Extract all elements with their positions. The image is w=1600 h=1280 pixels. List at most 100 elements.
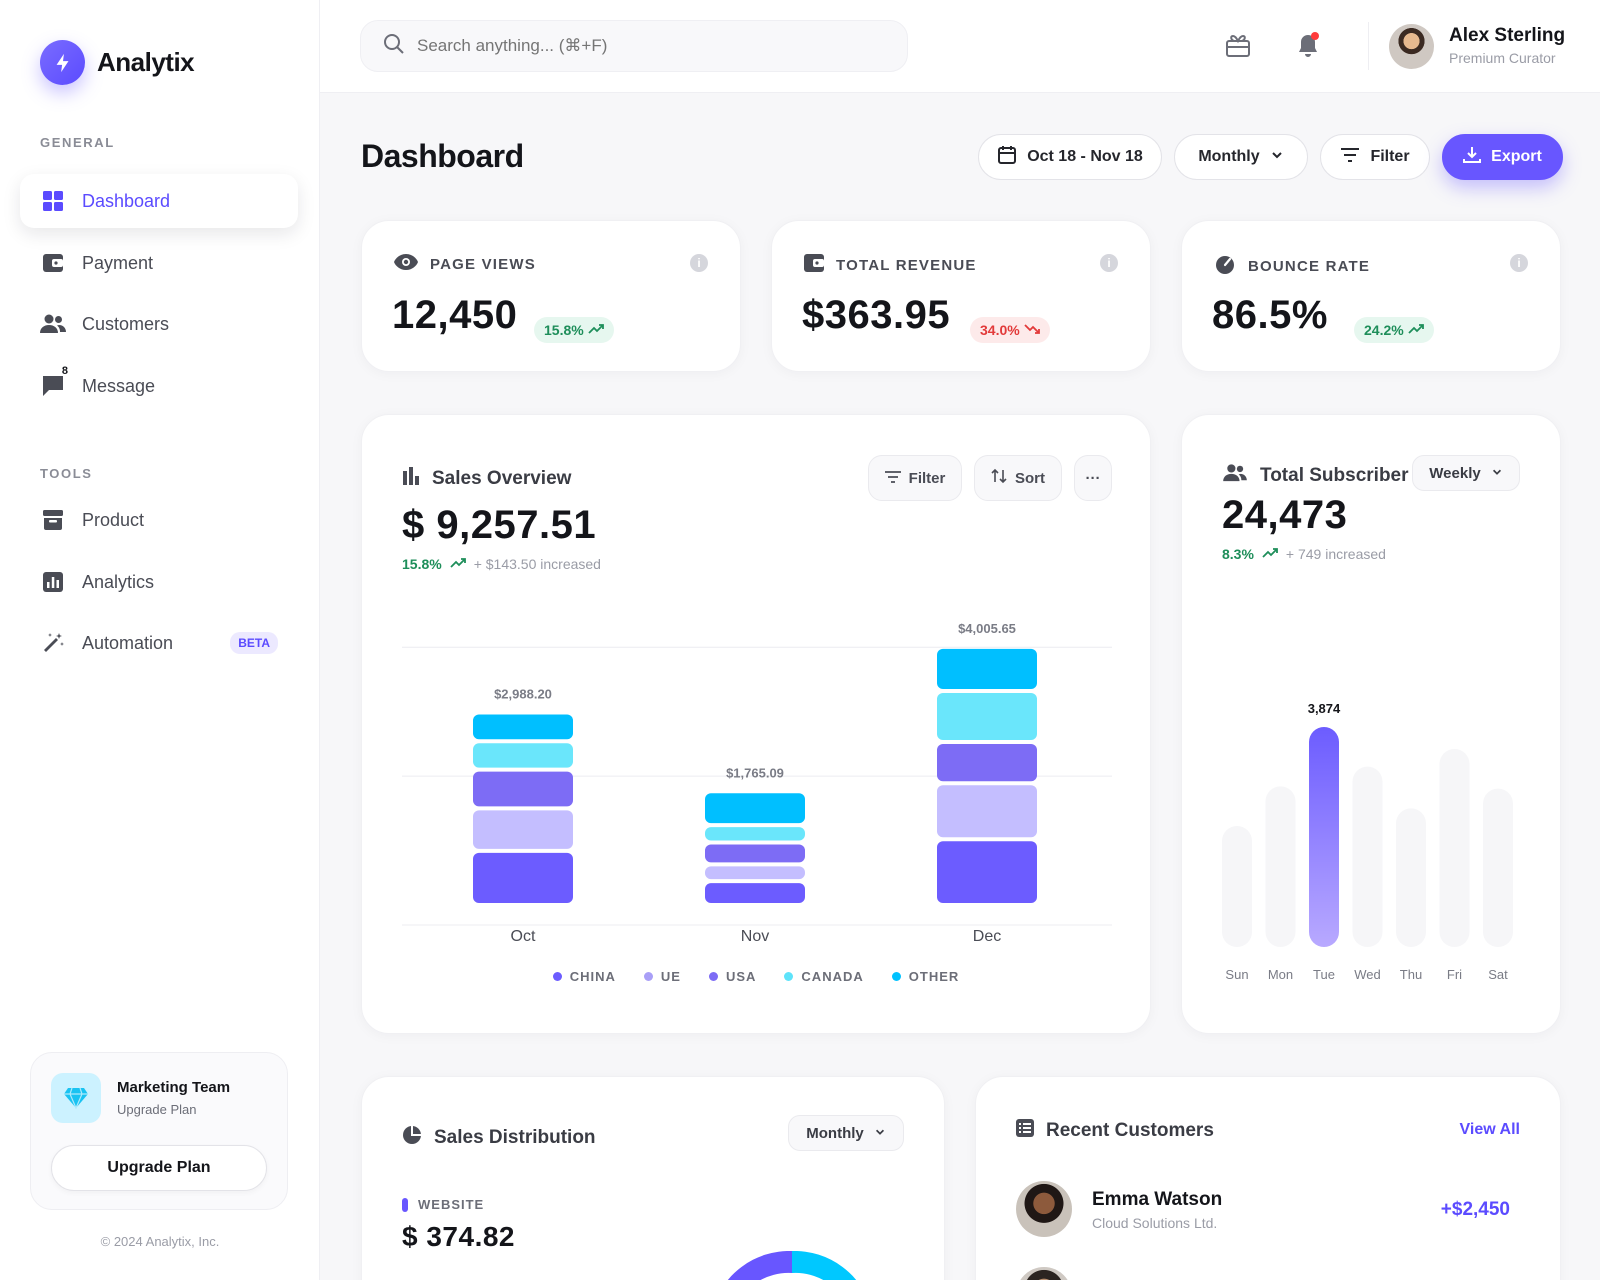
sidebar-item-dashboard[interactable]: Dashboard xyxy=(20,174,298,228)
period-dropdown[interactable]: Monthly xyxy=(788,1115,904,1151)
search-box[interactable] xyxy=(360,20,908,72)
subscriber-delta: 8.3% + 749 increased xyxy=(1222,546,1386,562)
x-tick-label: Thu xyxy=(1400,967,1422,982)
chart-legend: CHINA UE USA CANADA OTHER xyxy=(362,969,1150,984)
legend-item-canada[interactable]: CANADA xyxy=(784,969,863,984)
x-tick-label: Fri xyxy=(1447,967,1462,982)
stat-value: 12,450 xyxy=(392,293,518,337)
bar-segment-ue[interactable] xyxy=(473,810,573,849)
x-tick-label: Sat xyxy=(1488,967,1508,982)
change-badge: 15.8% xyxy=(534,317,614,343)
day-bar[interactable] xyxy=(1222,826,1252,947)
highlight-value-label: 3,874 xyxy=(1308,701,1341,716)
bar-segment-ue[interactable] xyxy=(937,785,1037,838)
sidebar-item-automation[interactable]: Automation BETA xyxy=(20,616,298,670)
chart-sort-button[interactable]: Sort xyxy=(974,455,1062,501)
change-value: 15.8% xyxy=(544,322,584,338)
sub-label-text: WEBSITE xyxy=(418,1197,485,1212)
filter-button[interactable]: Filter xyxy=(1320,134,1430,180)
sidebar-item-product[interactable]: Product xyxy=(20,493,298,547)
stat-label-text: BOUNCE RATE xyxy=(1248,257,1371,275)
x-tick-label: Sun xyxy=(1225,967,1248,982)
download-icon xyxy=(1463,146,1482,169)
legend-marker xyxy=(402,1197,408,1212)
bar-segment-usa[interactable] xyxy=(937,743,1037,782)
beta-badge: BETA xyxy=(230,632,278,654)
upgrade-plan-button[interactable]: Upgrade Plan xyxy=(51,1145,267,1191)
day-bar[interactable] xyxy=(1483,788,1513,947)
sidebar-item-message[interactable]: 8 Message xyxy=(20,359,298,413)
export-button[interactable]: Export xyxy=(1442,134,1563,180)
sidebar-item-payment[interactable]: Payment xyxy=(20,236,298,290)
period-dropdown[interactable]: Weekly xyxy=(1412,455,1520,491)
day-bar[interactable] xyxy=(1352,766,1383,947)
bar-segment-china[interactable] xyxy=(705,883,805,903)
bell-icon[interactable] xyxy=(1292,30,1324,62)
bar-segment-canada[interactable] xyxy=(705,827,805,841)
sidebar-item-customers[interactable]: Customers xyxy=(20,297,298,351)
bar-segment-usa[interactable] xyxy=(473,771,573,807)
sales-overview-card: Sales Overview Filter Sort ··· $ 9,257.5… xyxy=(361,414,1151,1034)
filter-label: Filter xyxy=(1370,148,1410,165)
bar-segment-other[interactable] xyxy=(473,714,573,740)
legend-item-other[interactable]: OTHER xyxy=(891,969,960,984)
donut-segment-website xyxy=(727,1251,792,1280)
legend-item-ue[interactable]: UE xyxy=(643,969,681,984)
card-title-text: Sales Distribution xyxy=(434,1127,596,1148)
bar-segment-ue[interactable] xyxy=(705,866,805,880)
search-input[interactable] xyxy=(417,36,837,56)
message-count-badge: 8 xyxy=(61,365,68,377)
total-subscriber-card: Total Subscriber Weekly 24,473 8.3% + 74… xyxy=(1181,414,1561,1034)
distribution-value: $ 374.82 xyxy=(402,1221,515,1252)
bar-segment-china[interactable] xyxy=(473,852,573,903)
view-all-link[interactable]: View All xyxy=(1459,1121,1520,1138)
topbar: Alex Sterling Premium Curator xyxy=(320,0,1600,93)
info-icon[interactable]: i xyxy=(690,254,708,272)
legend-dot xyxy=(552,972,562,981)
calendar-icon xyxy=(997,145,1017,170)
day-bar[interactable] xyxy=(1396,808,1426,947)
legend-label: CANADA xyxy=(801,969,864,984)
avatar xyxy=(1016,1267,1072,1280)
info-icon[interactable]: i xyxy=(1510,254,1528,272)
bar-segment-other[interactable] xyxy=(937,648,1037,690)
stat-label: BOUNCE RATE xyxy=(1214,254,1370,278)
bar-segment-canada[interactable] xyxy=(937,693,1037,740)
change-value: 24.2% xyxy=(1364,322,1404,338)
more-options-button[interactable]: ··· xyxy=(1074,455,1112,501)
period-dropdown[interactable]: Monthly xyxy=(1174,134,1308,180)
bar-segment-china[interactable] xyxy=(937,841,1037,903)
day-bar[interactable] xyxy=(1265,786,1296,947)
subscriber-value: 24,473 xyxy=(1222,493,1348,537)
gauge-icon xyxy=(1214,254,1236,278)
date-range-button[interactable]: Oct 18 - Nov 18 xyxy=(978,134,1162,180)
sidebar-item-analytics[interactable]: Analytics xyxy=(20,555,298,609)
day-bar[interactable] xyxy=(1309,727,1339,947)
info-icon[interactable]: i xyxy=(1100,254,1118,272)
x-tick-label: Oct xyxy=(511,928,536,945)
bar-segment-usa[interactable] xyxy=(705,844,805,863)
users-icon xyxy=(40,311,66,337)
chart-filter-button[interactable]: Filter xyxy=(868,455,962,501)
gift-icon[interactable] xyxy=(1222,30,1254,62)
period-label: Weekly xyxy=(1429,464,1481,482)
legend-item-china[interactable]: CHINA xyxy=(552,969,616,984)
stat-label-text: TOTAL REVENUE xyxy=(836,256,977,274)
list-icon xyxy=(1016,1119,1034,1143)
wallet-icon xyxy=(804,254,824,276)
bar-segment-other[interactable] xyxy=(705,793,805,824)
legend-item-usa[interactable]: USA xyxy=(708,969,756,984)
day-bar[interactable] xyxy=(1439,749,1470,947)
sidebar-item-label: Analytics xyxy=(82,571,155,592)
sidebar: Analytix GENERAL Dashboard Payment Custo… xyxy=(0,0,320,1280)
x-tick-label: Dec xyxy=(973,928,1001,945)
logo[interactable]: Analytix xyxy=(40,40,195,85)
list-item[interactable] xyxy=(1016,1267,1510,1280)
list-item[interactable]: Emma Watson Cloud Solutions Ltd. +$2,450 xyxy=(1016,1181,1510,1241)
avatar[interactable] xyxy=(1389,24,1434,69)
stat-label: TOTAL REVENUE xyxy=(804,254,977,276)
bar-segment-canada[interactable] xyxy=(473,743,573,768)
stat-label: PAGE VIEWS xyxy=(394,254,536,274)
distribution-sub-label: WEBSITE xyxy=(402,1197,484,1212)
chevron-down-icon xyxy=(874,1125,886,1142)
